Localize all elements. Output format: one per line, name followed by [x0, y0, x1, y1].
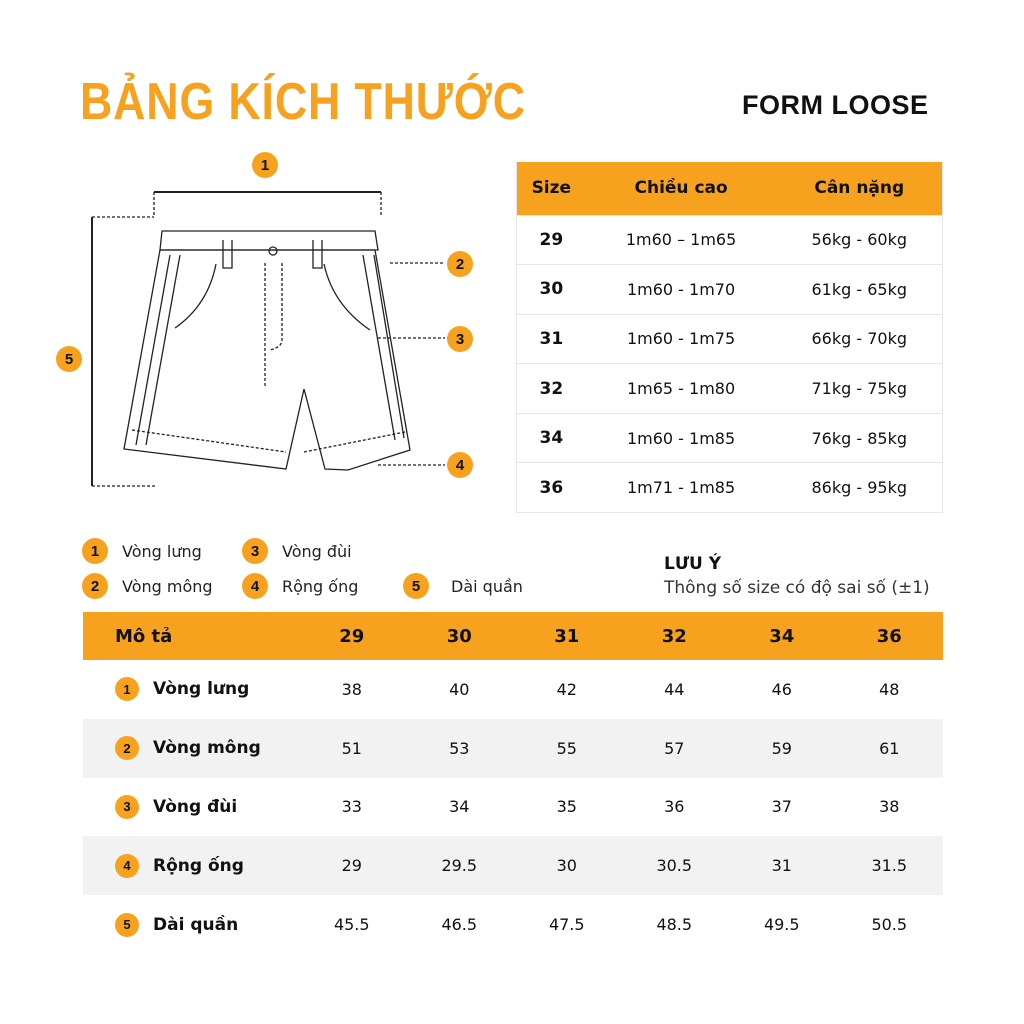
measure-cell: 48: [879, 679, 900, 699]
measure-cell: 30: [513, 836, 621, 896]
legend-item: 4 Rộng ống: [242, 573, 358, 599]
size-cell: 66kg - 70kg: [776, 313, 943, 365]
marker-4: 4: [447, 452, 473, 478]
measure-cell: 33: [341, 797, 362, 817]
size-cell: 36: [516, 462, 586, 514]
marker-1: 1: [252, 152, 278, 178]
page-title: BẢNG KÍCH THƯỚC: [80, 73, 526, 131]
measure-label: Vòng đùi: [153, 796, 238, 817]
size-cell: 31: [516, 313, 586, 365]
measure-cell: 42: [556, 679, 577, 699]
measure-cell: 55: [513, 718, 621, 778]
size-row: 31 1m60 - 1m75 66kg - 70kg: [516, 313, 943, 365]
shorts-diagram: [91, 191, 445, 487]
form-label: FORM LOOSE: [742, 90, 929, 120]
measure-header: 36: [835, 612, 943, 660]
measure-cell: 38: [341, 679, 362, 699]
number-badge: 1: [115, 677, 139, 702]
measure-cell: 31.5: [835, 836, 943, 896]
header-weight: Cân nặng: [776, 162, 943, 215]
measure-row: 5 Dài quần 45.5 46.5 47.5 48.5 49.5 50.5: [83, 895, 943, 954]
measure-cell: 49.5: [763, 915, 800, 935]
size-cell: 1m60 – 1m65: [585, 214, 777, 266]
size-cell: 76kg - 85kg: [776, 412, 943, 464]
measure-label: Vòng mông: [153, 738, 261, 759]
note-heading: LƯU Ý: [664, 554, 722, 574]
measure-header: 30: [405, 612, 513, 660]
measure-cell: 29: [298, 836, 406, 896]
measure-cell: 36: [664, 797, 685, 817]
measure-row: 4 Rộng ống 29 29.5 30 30.5 31 31.5: [83, 836, 943, 896]
legend-item: 1 Vòng lưng: [82, 538, 202, 564]
measure-header: 34: [728, 612, 836, 660]
measure-row: 2 Vòng mông 51 53 55 57 59 61: [83, 718, 943, 778]
size-cell: 86kg - 95kg: [776, 462, 943, 514]
legend-item: 2 Vòng mông: [82, 573, 213, 599]
measure-cell: 61: [835, 718, 943, 778]
measure-cell: 35: [556, 797, 577, 817]
size-cell: 29: [516, 214, 586, 266]
measure-cell: 29.5: [405, 836, 513, 896]
number-badge: 5: [115, 912, 139, 937]
size-cell: 1m60 - 1m70: [585, 264, 777, 315]
measure-cell: 31: [728, 836, 836, 896]
measure-cell: 34: [449, 797, 470, 817]
size-cell: 61kg - 65kg: [776, 264, 943, 315]
measure-cell: 45.5: [333, 915, 370, 935]
measure-cell: 47.5: [548, 915, 585, 935]
measure-header: 31: [513, 612, 621, 660]
size-table: Size Chiều cao Cân nặng 29 1m60 – 1m65 56kg …: [516, 162, 943, 514]
measure-cell: 48.5: [656, 915, 693, 935]
size-row: 30 1m60 - 1m70 61kg - 65kg: [516, 264, 943, 315]
marker-5: 5: [56, 346, 82, 372]
header-height: Chiều cao: [585, 162, 777, 215]
measure-cell: 44: [664, 679, 685, 699]
size-cell: 32: [516, 363, 586, 414]
number-badge: 4: [115, 853, 139, 878]
measure-cell: 53: [405, 718, 513, 778]
measure-header: 32: [620, 612, 728, 660]
legend-item: 3 Vòng đùi: [242, 538, 352, 564]
marker-3: 3: [447, 326, 473, 352]
size-cell: 1m65 - 1m80: [585, 363, 777, 414]
measure-cell: 59: [728, 718, 836, 778]
measure-header: 29: [298, 612, 406, 660]
measure-label: Dài quần: [153, 914, 239, 935]
size-cell: 30: [516, 264, 586, 315]
header-size: Size: [516, 162, 586, 215]
size-cell: 1m60 - 1m85: [585, 412, 777, 464]
measurement-table: Mô tả 29 30 31 32 34 36 1 Vòng lưng 38 40 42 44 46 48…: [83, 612, 943, 954]
measure-cell: 38: [879, 797, 900, 817]
size-cell: 1m71 - 1m85: [585, 462, 777, 514]
number-badge: 2: [115, 736, 139, 761]
legend-item: 5 Dài quần: [403, 573, 523, 599]
size-cell: 34: [516, 412, 586, 464]
size-cell: 71kg - 75kg: [776, 363, 943, 414]
measure-cell: 46: [771, 679, 792, 699]
measure-header: Mô tả: [83, 612, 298, 660]
measure-label: Vòng lưng: [153, 679, 250, 700]
size-row: 36 1m71 - 1m85 86kg - 95kg: [516, 462, 943, 514]
measure-cell: 50.5: [871, 915, 908, 935]
measure-cell: 46.5: [441, 915, 478, 935]
marker-2: 2: [447, 251, 473, 277]
measure-cell: 57: [620, 718, 728, 778]
size-cell: 1m60 - 1m75: [585, 313, 777, 365]
size-row: 29 1m60 – 1m65 56kg - 60kg: [516, 214, 943, 266]
measure-cell: 40: [449, 679, 470, 699]
number-badge: 3: [115, 794, 139, 819]
size-cell: 56kg - 60kg: [776, 214, 943, 266]
measure-cell: 51: [298, 718, 406, 778]
measure-row: 3 Vòng đùi 33 34 35 36 37 38: [83, 778, 943, 837]
note-text: Thông số size có độ sai số (±1): [664, 578, 930, 598]
size-row: 34 1m60 - 1m85 76kg - 85kg: [516, 412, 943, 464]
size-row: 32 1m65 - 1m80 71kg - 75kg: [516, 363, 943, 414]
note: LƯU Ý Thông số size có độ sai số (±1): [664, 554, 930, 598]
measure-label: Rộng ống: [153, 855, 244, 876]
measure-row: 1 Vòng lưng 38 40 42 44 46 48: [83, 660, 943, 719]
measure-cell: 37: [771, 797, 792, 817]
measure-cell: 30.5: [620, 836, 728, 896]
